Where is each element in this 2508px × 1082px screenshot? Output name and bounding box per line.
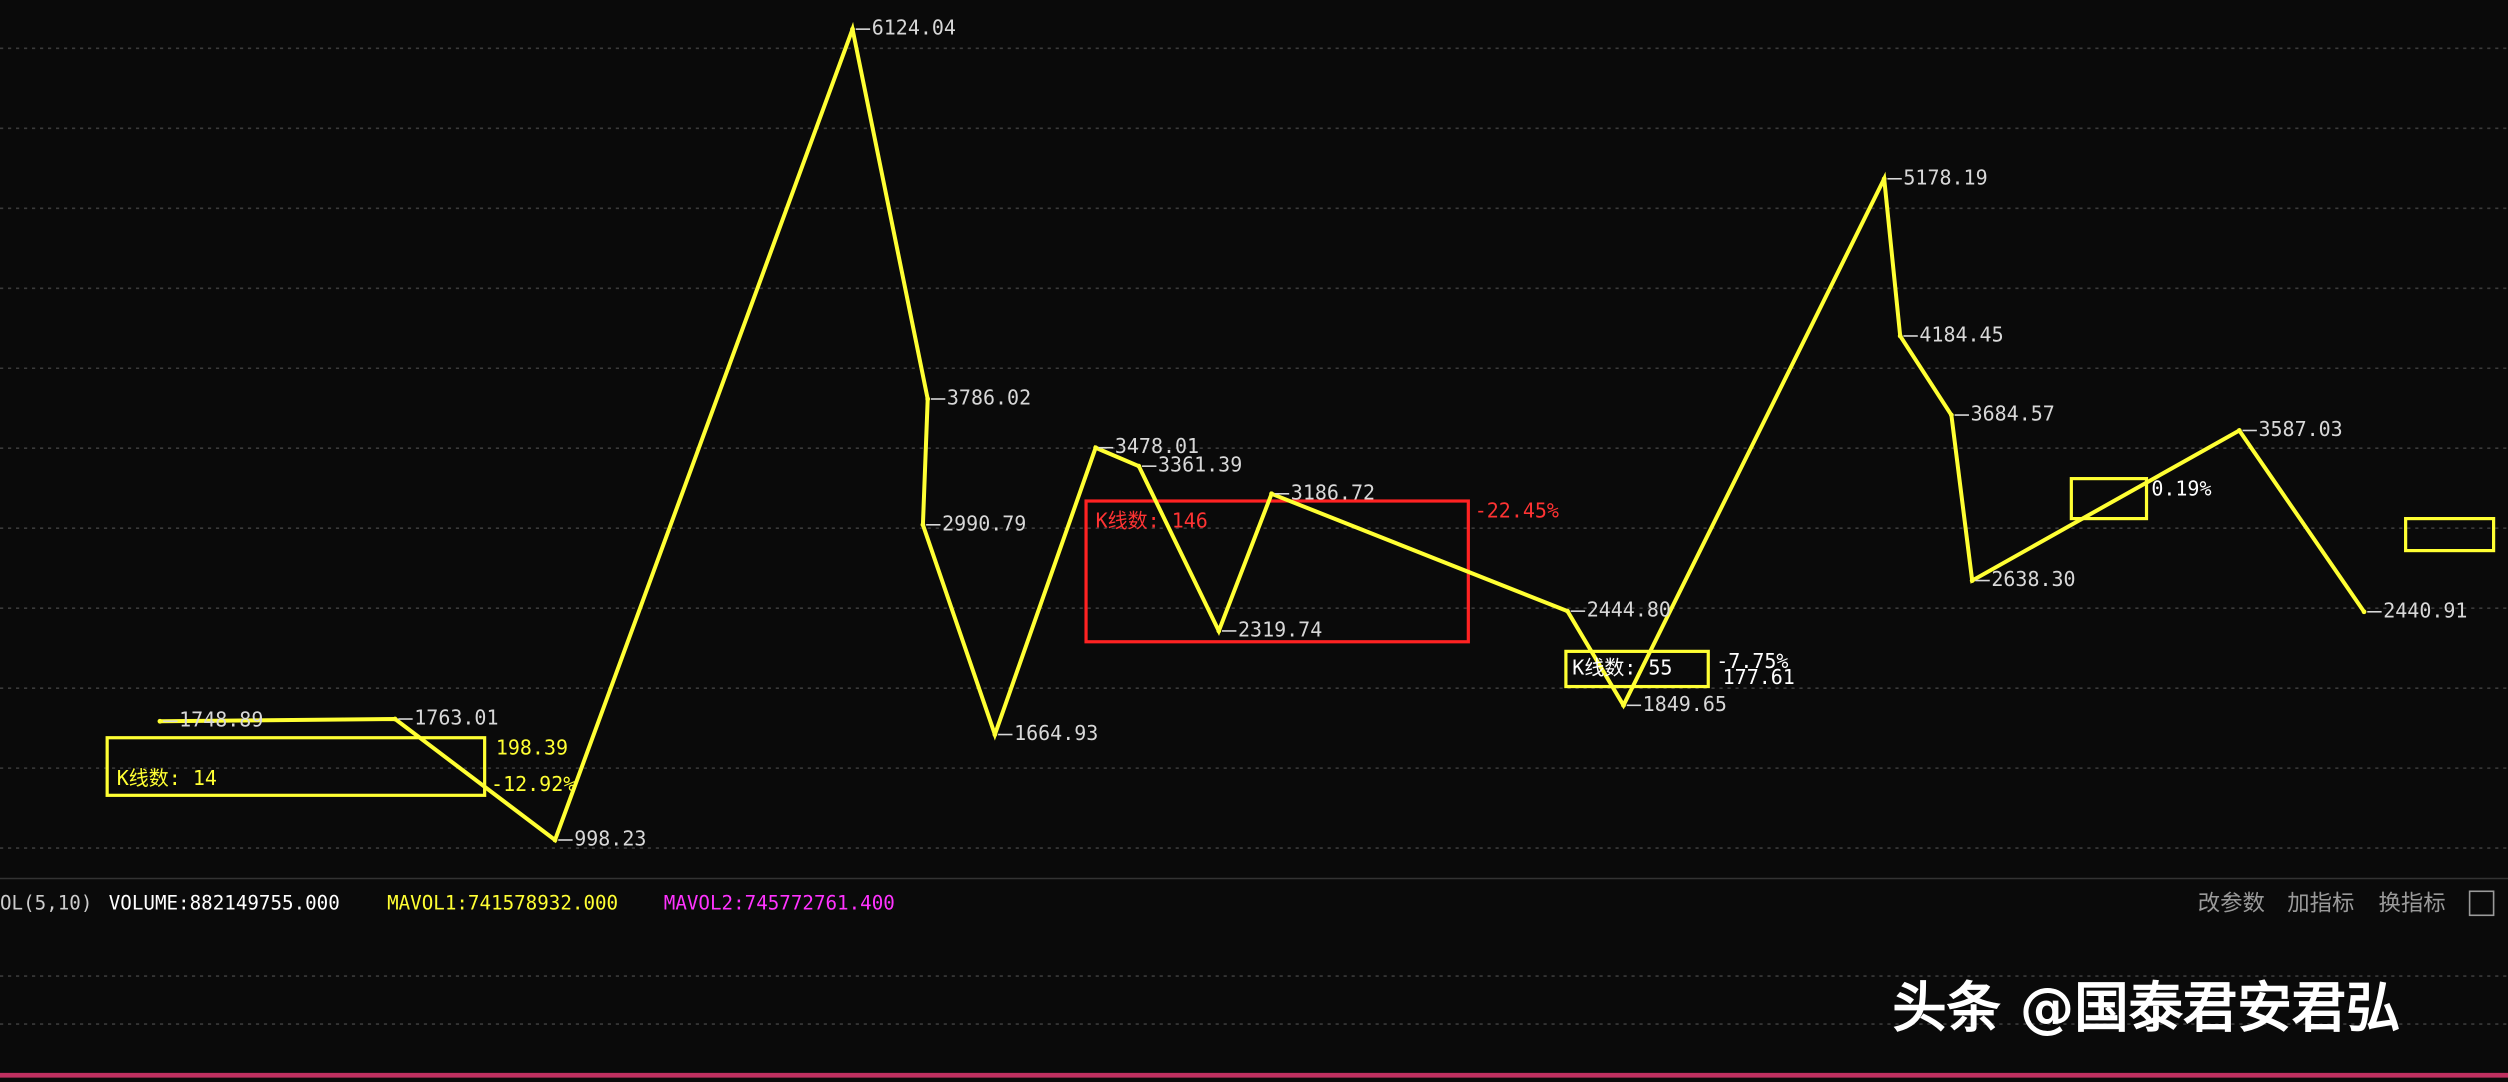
close-button[interactable] [2468, 890, 2495, 917]
pivot-label: 3587.03 [2258, 417, 2342, 441]
annotation: K线数: 146 [1096, 508, 1208, 532]
pivot-point [157, 718, 163, 724]
range-box [2069, 477, 2149, 521]
range-box [2404, 517, 2496, 553]
mavol1-value: MAVOL1:741578932.000 [387, 892, 618, 915]
pivot-point [1969, 578, 1975, 583]
pivot-point [1269, 491, 1274, 497]
pivot-point [1897, 333, 1903, 339]
volume-value: VOLUME:882149755.000 [109, 892, 340, 915]
pivot-point [2361, 609, 2367, 615]
grid [0, 47, 2508, 1025]
annotation: K线数: 55 [1572, 655, 1672, 679]
indicator-name: OL(5,10) [0, 892, 92, 915]
pivot-label: 2440.91 [2383, 598, 2467, 622]
pivot-point [2236, 428, 2242, 433]
pivot-label: 3361.39 [1158, 453, 1242, 477]
pivot-label: 1664.93 [1014, 721, 1098, 745]
button[interactable]: 改参数 [2198, 891, 2265, 917]
annotation: 0.19% [2151, 476, 2211, 500]
pivot-point [925, 396, 931, 402]
annotation: -7.75% [1716, 649, 1788, 673]
pivot-label: 2990.79 [942, 511, 1026, 535]
pivot-point [392, 716, 398, 722]
pivot-label: 3684.57 [1971, 402, 2055, 426]
pivot-label: 3786.02 [947, 386, 1031, 410]
annotation: 198.39 [496, 735, 568, 759]
button[interactable]: 加指标 [2287, 891, 2354, 917]
pivot-label: 2319.74 [1238, 617, 1322, 641]
mavol2-value: MAVOL2:745772761.400 [664, 892, 895, 915]
pivot-point [1621, 702, 1626, 708]
pivot-label: 5178.19 [1903, 165, 1987, 189]
pivot-label: 3478.01 [1115, 434, 1199, 458]
annotation: K线数: 14 [117, 766, 217, 790]
pivot-label: 6124.04 [872, 16, 956, 40]
pivot-point [1948, 412, 1954, 418]
pivot-label: 1763.01 [414, 706, 498, 730]
pivot-label: 998.23 [574, 826, 646, 850]
pivot-point [1093, 445, 1099, 451]
pivot-point [1881, 176, 1887, 182]
pivot-label: 3186.72 [1291, 480, 1375, 504]
pivot-label: 2638.30 [1991, 567, 2075, 591]
pivot-point [552, 837, 558, 843]
pivot-label: 2444.80 [1587, 598, 1671, 622]
pivot-label: 1748.89 [179, 708, 263, 732]
pivot-point [850, 26, 855, 32]
pivot-point [920, 522, 926, 528]
annotation: -22.45% [1475, 499, 1559, 523]
pivot-point [1136, 463, 1142, 469]
pivot-point [1216, 628, 1222, 634]
button[interactable]: 换指标 [2378, 891, 2445, 917]
pivot-point [1565, 608, 1570, 614]
watermark: 头条 @国泰君安君弘 [1892, 976, 2400, 1039]
annotation: -12.92% [491, 772, 575, 796]
pivot-label: 1849.65 [1643, 692, 1727, 716]
pivot-point [992, 732, 998, 737]
pivot-label: 4184.45 [1919, 322, 2003, 346]
range-box [105, 736, 487, 797]
annotation: 177.61 [1723, 665, 1795, 689]
range-box [1564, 649, 1710, 689]
